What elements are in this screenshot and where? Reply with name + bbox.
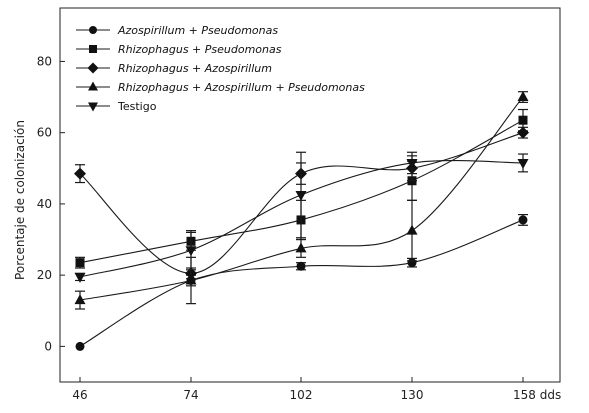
data-point — [74, 294, 86, 305]
x-tick-label: 130 — [401, 388, 424, 402]
plot-frame — [59, 7, 561, 383]
y-tick-label: 40 — [37, 197, 52, 211]
data-point — [74, 167, 86, 180]
data-point — [406, 158, 418, 169]
data-point — [75, 258, 85, 268]
legend-label: Rhizophagus + Pseudomonas — [118, 43, 282, 56]
legend-label: Rhizophagus + Azospirillum — [118, 62, 272, 75]
series-line — [79, 96, 524, 301]
data-point — [517, 126, 529, 139]
x-tick-label: 74 — [183, 388, 198, 402]
data-point — [74, 272, 86, 283]
legend-entry: Rhizophagus + Pseudomonas — [76, 43, 282, 56]
legend-label: Testigo — [117, 100, 157, 113]
data-point — [517, 158, 529, 169]
data-point — [517, 91, 529, 102]
data-point — [295, 242, 307, 253]
legend-marker — [89, 45, 97, 53]
legend: Azospirillum + Pseudomonas Rhizophagus + … — [76, 24, 365, 113]
x-tick-label: 46 — [72, 388, 87, 402]
legend-marker — [88, 102, 98, 112]
data-point — [185, 274, 197, 285]
x-tick-label: 102 — [290, 388, 313, 402]
series-triangle-down — [74, 151, 529, 283]
legend-label: Azospirillum + Pseudomonas — [117, 24, 278, 37]
legend-entry: Azospirillum + Pseudomonas — [76, 24, 278, 37]
legend-label: Rhizophagus + Azospirillum + Pseudomonas — [118, 81, 365, 94]
y-tick-label: 80 — [37, 54, 52, 68]
data-point — [518, 115, 528, 125]
legend-marker — [89, 26, 97, 34]
data-point — [295, 191, 307, 201]
data-point — [185, 246, 197, 257]
data-point — [518, 215, 528, 225]
legend-entry: Testigo — [76, 100, 157, 113]
plot-border — [59, 7, 561, 383]
y-axis-title: Porcentaje de colonización — [13, 120, 27, 280]
x-tick-label: 158 dds — [513, 388, 561, 402]
data-point — [296, 261, 306, 271]
data-point — [406, 224, 418, 235]
y-tick-label: 0 — [44, 339, 52, 353]
series-circle — [75, 213, 528, 351]
legend-entry: Rhizophagus + Azospirillum — [76, 62, 272, 75]
series-group — [74, 91, 529, 351]
legend-marker — [88, 81, 98, 91]
axes: Porcentaje de colonización 0 20 40 60 80 46 74… — [13, 54, 561, 402]
legend-entry: Rhizophagus + Azospirillum + Pseudomonas — [76, 81, 365, 94]
legend-marker — [87, 62, 99, 74]
y-tick-label: 20 — [37, 268, 52, 282]
y-tick-label: 60 — [37, 126, 52, 140]
data-point — [75, 341, 85, 351]
